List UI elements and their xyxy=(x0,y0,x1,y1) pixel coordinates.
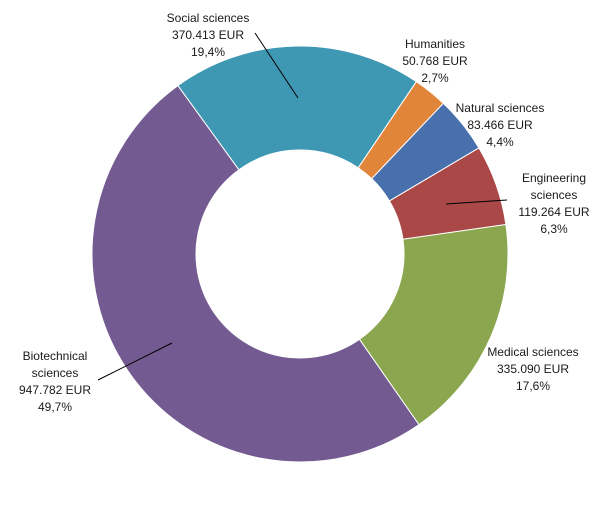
chart-slices xyxy=(91,45,509,463)
data-label-biotechnical-sciences: Biotechnical sciences 947.782 EUR 49,7% xyxy=(19,349,91,414)
data-label-engineering-sciences: Engineering sciences 119.264 EUR 6,3% xyxy=(518,171,589,236)
natural-sciences-label-value: 83.466 EUR xyxy=(467,118,533,132)
humanities-label-percent: 2,7% xyxy=(421,71,449,85)
leader-line-engineering-sciences xyxy=(445,199,508,205)
medical-sciences-label-percent: 17,6% xyxy=(516,379,550,393)
data-labels: Humanities 50.768 EUR 2,7% Natural sciences… xyxy=(19,11,590,414)
biotechnical-sciences-label-name: sciences xyxy=(32,366,79,380)
slice-medical-sciences xyxy=(358,223,509,426)
social-sciences-label-name: Social sciences xyxy=(167,11,250,25)
engineering-sciences-label-name: Engineering xyxy=(522,171,586,185)
slice-social-sciences xyxy=(177,45,418,171)
leader-line-biotechnical-sciences xyxy=(97,342,173,381)
biotechnical-sciences-label-value: 947.782 EUR xyxy=(19,383,91,397)
leader-line-social-sciences xyxy=(254,32,299,99)
data-label-medical-sciences: Medical sciences 335.090 EUR 17,6% xyxy=(487,345,578,393)
medical-sciences-label-name: Medical sciences xyxy=(487,345,578,359)
medical-sciences-label-value: 335.090 EUR xyxy=(497,362,569,376)
engineering-sciences-label-percent: 6,3% xyxy=(540,222,568,236)
engineering-sciences-label-value: 119.264 EUR xyxy=(518,205,589,219)
leader-lines xyxy=(97,32,508,381)
biotechnical-sciences-label-percent: 49,7% xyxy=(38,400,72,414)
data-label-natural-sciences: Natural sciences 83.466 EUR 4,4% xyxy=(456,101,545,149)
slice-biotechnical-sciences xyxy=(91,84,420,463)
data-label-humanities: Humanities 50.768 EUR 2,7% xyxy=(402,37,468,85)
natural-sciences-label-name: Natural sciences xyxy=(456,101,545,115)
engineering-sciences-label-name: sciences xyxy=(531,188,578,202)
humanities-label-value: 50.768 EUR xyxy=(402,54,468,68)
humanities-label-name: Humanities xyxy=(405,37,465,51)
social-sciences-label-value: 370.413 EUR xyxy=(172,28,244,42)
social-sciences-label-percent: 19,4% xyxy=(191,45,225,59)
data-label-social-sciences: Social sciences 370.413 EUR 19,4% xyxy=(167,11,250,59)
natural-sciences-label-percent: 4,4% xyxy=(486,135,514,149)
biotechnical-sciences-label-name: Biotechnical xyxy=(23,349,88,363)
